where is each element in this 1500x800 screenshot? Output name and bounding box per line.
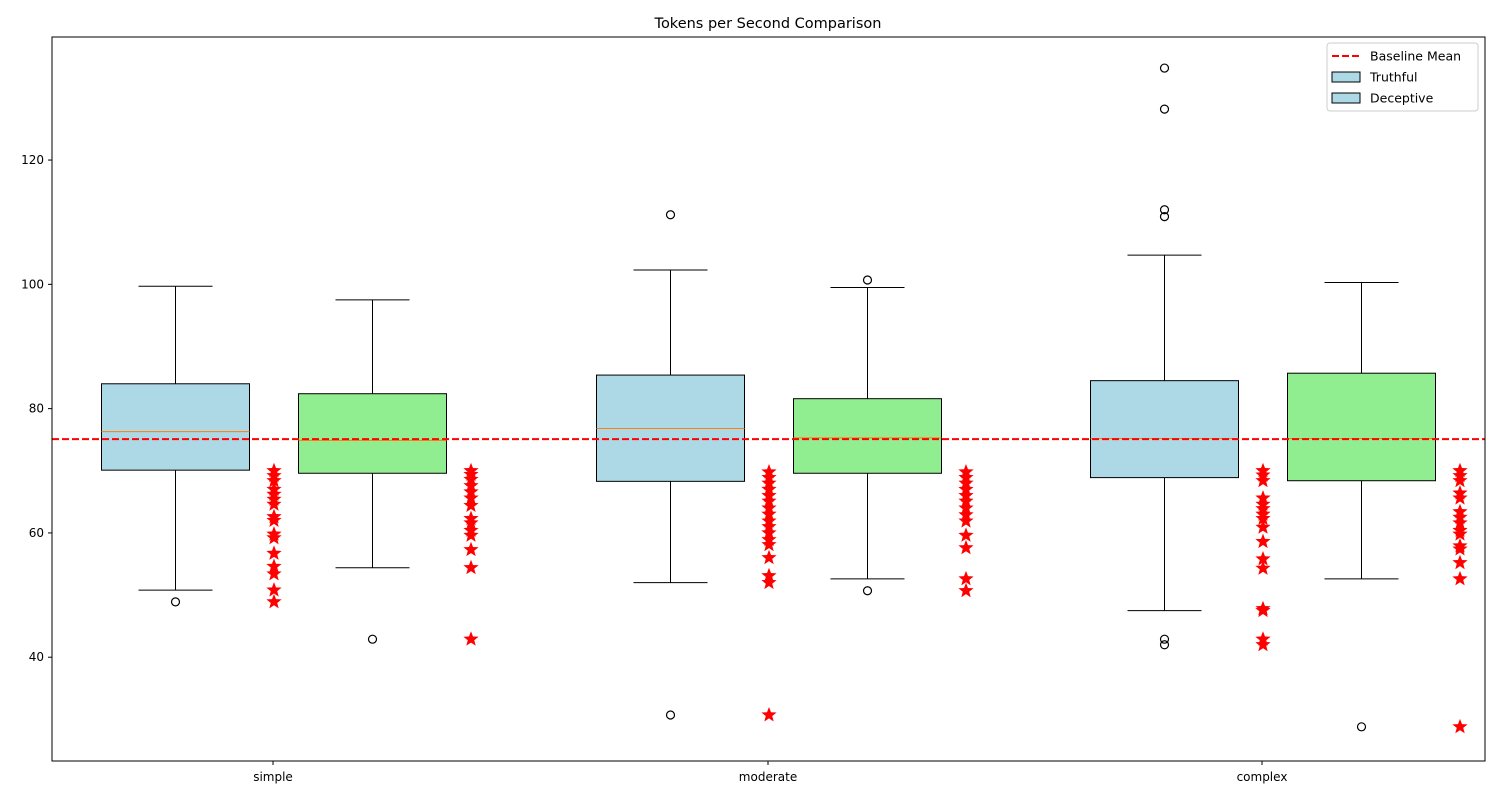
star-marker xyxy=(463,559,479,575)
legend-label: Truthful xyxy=(1369,70,1417,85)
flier-point xyxy=(1159,212,1170,222)
star-marker xyxy=(761,536,777,552)
legend: Baseline Mean Truthful Deceptive xyxy=(1326,42,1479,112)
flier-point xyxy=(665,210,676,220)
y-tick-label: 80 xyxy=(29,402,44,416)
star-marker xyxy=(1255,636,1271,652)
x-tick-label: complex xyxy=(1237,770,1288,784)
box-simple-truthful xyxy=(101,285,282,609)
box-moderate-truthful xyxy=(596,210,777,722)
star-marker xyxy=(1255,551,1271,566)
star-marker xyxy=(266,545,282,560)
star-marker xyxy=(266,529,282,545)
star-marker xyxy=(1452,554,1468,570)
flier-point xyxy=(170,597,181,607)
legend-label: Deceptive xyxy=(1370,91,1434,106)
star-marker xyxy=(463,497,479,513)
box-moderate-deceptive xyxy=(793,275,974,598)
legend-patch-swatch xyxy=(1331,71,1361,83)
flier-point xyxy=(1159,634,1170,644)
star-marker xyxy=(463,514,479,530)
iqr-box xyxy=(1090,380,1239,479)
flier-point xyxy=(1159,104,1170,114)
star-marker xyxy=(1255,510,1271,526)
star-marker xyxy=(1452,718,1468,734)
plot-area: 40 60 80 100 120 simple moderate complex xyxy=(21,63,1485,784)
flier-point xyxy=(862,586,873,596)
star-marker xyxy=(958,527,974,542)
flier-point xyxy=(367,634,378,644)
y-tick-label: 120 xyxy=(21,153,44,167)
star-marker xyxy=(1452,514,1468,530)
iqr-box xyxy=(1287,372,1436,482)
star-marker xyxy=(266,593,282,609)
star-marker xyxy=(1452,570,1468,586)
star-marker xyxy=(266,558,282,573)
flier-point xyxy=(862,275,873,285)
star-marker xyxy=(266,565,282,581)
star-marker xyxy=(1452,541,1468,556)
star-marker xyxy=(1255,533,1271,549)
flier-point xyxy=(1159,205,1170,215)
star-marker xyxy=(1452,472,1468,488)
star-marker xyxy=(1452,526,1468,541)
flier-point xyxy=(1356,722,1367,732)
y-tick-label: 40 xyxy=(29,650,44,664)
star-marker xyxy=(463,631,479,646)
plot-frame xyxy=(51,36,1486,762)
star-marker xyxy=(761,574,777,590)
box-simple-deceptive xyxy=(298,299,479,646)
iqr-box xyxy=(101,383,250,471)
star-marker xyxy=(761,707,777,722)
star-marker xyxy=(463,527,479,542)
y-tick-label: 60 xyxy=(29,526,44,540)
star-marker xyxy=(266,472,282,488)
star-marker xyxy=(1255,602,1271,618)
flier-point xyxy=(665,710,676,720)
x-tick-label: moderate xyxy=(739,770,797,784)
star-marker xyxy=(266,496,282,511)
flier-point xyxy=(1159,63,1170,73)
star-marker xyxy=(958,513,974,528)
star-marker xyxy=(761,549,777,565)
star-marker xyxy=(1255,560,1271,575)
x-tick-label: simple xyxy=(253,770,293,784)
iqr-box xyxy=(298,393,447,474)
star-marker xyxy=(266,512,282,527)
box-complex-truthful xyxy=(1090,63,1271,652)
star-marker xyxy=(1255,472,1271,488)
box-complex-deceptive xyxy=(1287,281,1468,734)
star-marker xyxy=(1255,519,1271,534)
star-marker xyxy=(1452,490,1468,505)
star-marker xyxy=(463,541,479,557)
legend-patch-swatch xyxy=(1331,92,1361,104)
star-marker xyxy=(958,582,974,598)
flier-point xyxy=(1159,640,1170,650)
y-tick-label: 100 xyxy=(21,277,44,291)
iqr-box xyxy=(793,398,942,474)
star-marker xyxy=(266,582,282,597)
star-marker xyxy=(958,570,974,586)
chart-title: Tokens per Second Comparison xyxy=(654,16,882,32)
legend-frame xyxy=(1326,42,1479,112)
legend-label: Baseline Mean xyxy=(1370,49,1461,64)
star-marker xyxy=(463,490,479,505)
star-marker xyxy=(958,539,974,555)
